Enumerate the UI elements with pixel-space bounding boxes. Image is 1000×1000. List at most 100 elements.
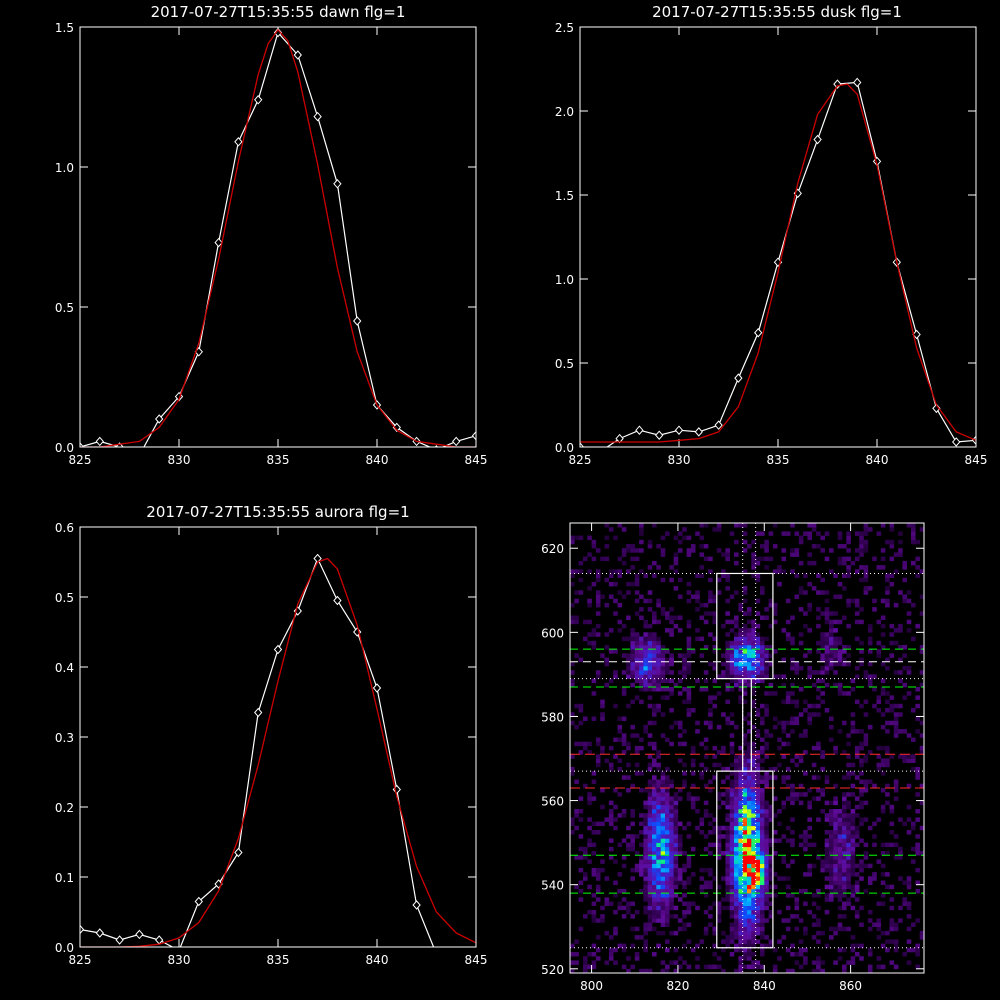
heatmap-pixel: [647, 632, 653, 637]
heatmap-pixel: [725, 935, 730, 940]
heatmap-pixel: [647, 792, 653, 797]
heatmap-pixel: [811, 682, 817, 688]
heatmap-pixel: [665, 788, 670, 793]
heatmap-pixel: [781, 699, 787, 705]
heatmap-pixel: [889, 939, 895, 944]
heatmap-pixel: [660, 649, 666, 654]
heatmap-pixel: [703, 720, 709, 726]
heatmap-pixel: [747, 678, 752, 684]
heatmap-pixel: [842, 645, 847, 650]
heatmap-pixel: [652, 884, 657, 890]
heatmap-pixel: [760, 809, 765, 814]
heatmap-pixel: [902, 666, 907, 671]
heatmap-pixel: [738, 800, 743, 806]
heatmap-pixel: [811, 842, 817, 848]
heatmap-pixel: [760, 657, 765, 663]
heatmap-pixel: [660, 817, 666, 822]
heatmap-pixel: [647, 893, 653, 898]
heatmap-pixel: [734, 552, 739, 557]
aurora-data-point: [194, 896, 203, 907]
heatmap-pixel: [630, 846, 635, 852]
heatmap-pixel: [660, 804, 666, 810]
heatmap-pixel: [721, 573, 726, 578]
heatmap-pixel: [846, 792, 851, 797]
heatmap-pixel: [652, 560, 657, 566]
heatmap-pixel: [798, 687, 804, 692]
heatmap-pixel: [820, 968, 825, 974]
heatmap-pixel: [898, 851, 903, 856]
heatmap-pixel: [734, 922, 739, 927]
dusk-plot-frame: [579, 26, 977, 448]
heatmap-pixel: [820, 859, 825, 864]
heatmap-pixel: [824, 800, 830, 806]
heatmap-pixel: [824, 611, 830, 616]
heatmap-pixel: [863, 577, 869, 583]
heatmap-pixel: [630, 901, 635, 906]
heatmap-pixel: [880, 788, 886, 793]
heatmap-pixel: [643, 640, 648, 646]
heatmap-pixel: [712, 611, 718, 616]
heatmap-pixel: [807, 872, 812, 877]
heatmap-pixel: [876, 619, 882, 625]
heatmap-pixel: [742, 880, 748, 885]
dusk-y-tick-label: 0.5: [555, 357, 574, 371]
heatmap-pixel: [665, 947, 670, 953]
heatmap-pixel: [647, 804, 653, 810]
heatmap-pixel: [781, 834, 787, 839]
heatmap-pixel: [639, 649, 644, 654]
heatmap-pixel: [863, 565, 869, 570]
heatmap-pixel: [574, 741, 579, 747]
heatmap-pixel: [880, 930, 886, 936]
heatmap-pixel: [742, 628, 748, 633]
heatmap-pixel: [885, 745, 890, 751]
heatmap-pixel: [742, 653, 748, 658]
heatmap-pixel: [734, 619, 739, 625]
heatmap-pixel: [915, 695, 920, 700]
heatmap-pixel: [880, 724, 886, 730]
heatmap-pixel: [842, 901, 847, 906]
heatmap-pixel: [652, 523, 657, 528]
aurora-y-tick-label: 0.0: [55, 941, 74, 955]
heatmap-pixel: [626, 905, 631, 911]
heatmap-pixel: [747, 834, 752, 839]
dawn-data-point: [452, 436, 461, 447]
heatmap-pixel: [902, 577, 907, 583]
aurora-plot-area: [80, 553, 476, 947]
dawn-profile-plot: 2017-07-27T15:35:55 dawn flg=1 825 830 835…: [55, 3, 488, 467]
heatmap-pixel: [570, 952, 575, 957]
heatmap-pixel: [790, 792, 795, 797]
heatmap-pixel: [647, 565, 653, 570]
heatmap-pixel: [760, 880, 765, 885]
heatmap-pixel: [854, 699, 860, 705]
heatmap-pixel: [837, 535, 843, 541]
heatmap-pixel: [829, 800, 834, 806]
heatmap-pixel: [643, 653, 648, 658]
heatmap-pixel: [665, 531, 670, 536]
heatmap-pixel: [829, 569, 834, 574]
heatmap-pixel: [820, 535, 825, 541]
heatmap-pixel: [660, 930, 666, 936]
heatmap-pixel: [751, 724, 756, 730]
heatmap-pixel: [574, 724, 579, 730]
heatmap-pixel: [578, 796, 584, 801]
heatmap-pixel: [639, 687, 644, 692]
heatmap-pixel: [867, 628, 873, 633]
heatmap-pixel: [669, 897, 674, 902]
heatmap-pixel: [837, 687, 843, 692]
heatmap-pixel: [725, 611, 730, 616]
heatmap-pixel: [833, 594, 838, 599]
heatmap-pixel: [859, 531, 864, 536]
heatmap-pixel: [906, 876, 912, 881]
heatmap-pixel: [621, 594, 627, 599]
heatmap-pixel: [626, 834, 631, 839]
heatmap-pixel: [850, 846, 856, 852]
heatmap-pixel: [600, 804, 605, 810]
heatmap-pixel: [734, 834, 739, 839]
heatmap-pixel: [699, 602, 705, 608]
heatmap-pixel: [578, 720, 584, 726]
heatmap-pixel: [785, 876, 791, 881]
heatmap-pixel: [785, 598, 791, 604]
heatmap-pixel: [686, 653, 692, 658]
heatmap-pixel: [656, 565, 661, 570]
dawn-x-tick-label: 830: [168, 453, 191, 467]
